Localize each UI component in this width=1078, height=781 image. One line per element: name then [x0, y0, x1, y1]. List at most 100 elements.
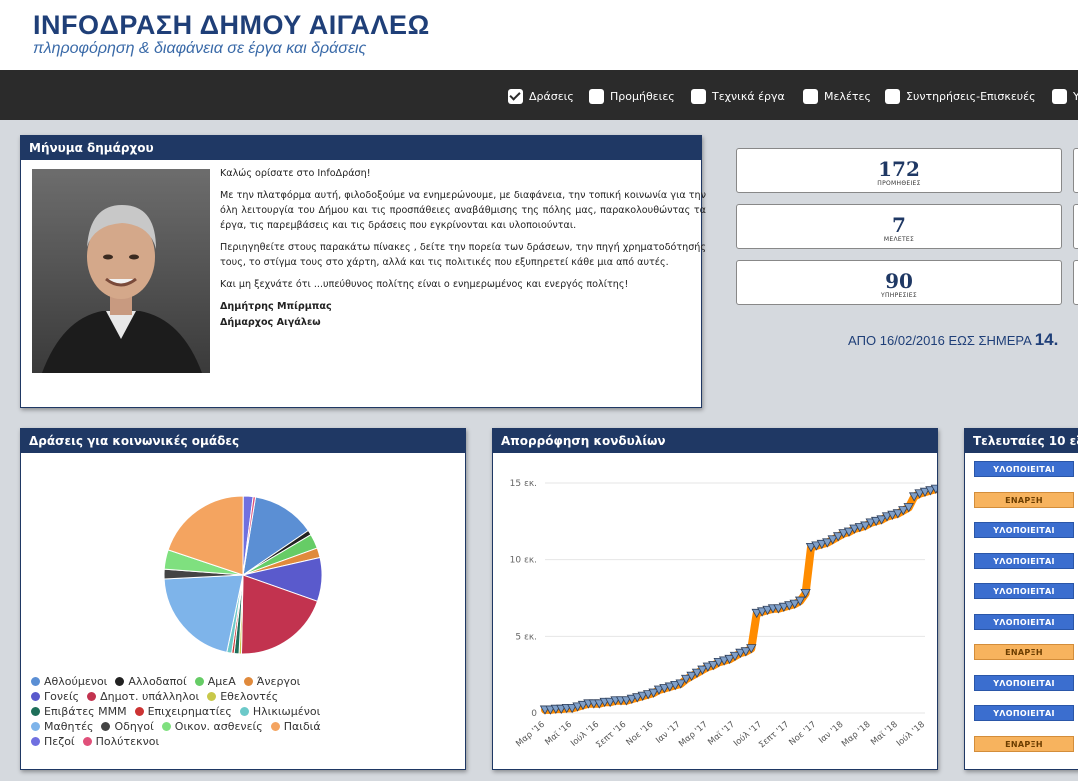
- stat-box-cut[interactable]: [1073, 204, 1078, 249]
- data-point[interactable]: [702, 662, 714, 672]
- legend-item[interactable]: Δημοτ. υπάλληλοι: [87, 690, 199, 703]
- legend-item[interactable]: Οικον. ασθενείς: [161, 720, 263, 733]
- stat-supplies[interactable]: 172 ΠΡΟΜΗΘΕΙΕΣ: [736, 148, 1062, 193]
- data-point[interactable]: [621, 696, 632, 706]
- data-point[interactable]: [811, 541, 822, 551]
- data-point[interactable]: [908, 492, 920, 502]
- data-point[interactable]: [887, 510, 898, 521]
- data-point[interactable]: [691, 668, 703, 678]
- data-point[interactable]: [903, 503, 914, 513]
- legend-item[interactable]: Πεζοί: [31, 735, 75, 748]
- data-point[interactable]: [724, 654, 735, 665]
- data-point[interactable]: [865, 518, 876, 528]
- status-badge[interactable]: ΕΝΑΡΞΗ: [974, 491, 1074, 508]
- checkbox-icon[interactable]: [885, 88, 900, 104]
- legend-item[interactable]: Γονείς: [31, 690, 79, 703]
- data-point[interactable]: [854, 523, 866, 533]
- legend-item[interactable]: Αθλούμενοι: [31, 675, 107, 688]
- filter-supplies[interactable]: Προμήθειες: [589, 88, 675, 104]
- legend-item[interactable]: Εθελοντές: [207, 690, 278, 703]
- data-point[interactable]: [680, 674, 692, 685]
- data-point[interactable]: [659, 684, 670, 694]
- checkbox-icon[interactable]: [1052, 88, 1067, 104]
- data-point[interactable]: [740, 647, 752, 657]
- stat-services[interactable]: 90 ΥΠΗΡΕΣΙΕΣ: [736, 260, 1062, 305]
- data-point[interactable]: [827, 535, 838, 545]
- filter-technical-works[interactable]: Τεχνικά έργα: [691, 88, 785, 104]
- pie-slice-0[interactable]: [242, 496, 309, 577]
- legend-item[interactable]: Μαθητές: [31, 720, 93, 733]
- data-point[interactable]: [735, 648, 746, 659]
- data-point[interactable]: [594, 699, 605, 709]
- data-point[interactable]: [930, 484, 937, 494]
- checkbox-checked-icon[interactable]: [508, 88, 523, 104]
- data-point[interactable]: [762, 605, 773, 616]
- data-point[interactable]: [746, 644, 757, 654]
- stat-box-cut[interactable]: [1073, 148, 1078, 193]
- data-point[interactable]: [860, 521, 871, 531]
- data-point[interactable]: [822, 538, 833, 548]
- legend-item[interactable]: Οδηγοί: [101, 720, 154, 733]
- data-point[interactable]: [838, 529, 849, 539]
- data-point[interactable]: [919, 487, 931, 498]
- pie-slice-15[interactable]: [242, 496, 257, 576]
- data-point[interactable]: [914, 489, 925, 499]
- status-badge[interactable]: ΥΛΟΠΟΙΕΙΤΑΙ: [974, 674, 1074, 691]
- data-point[interactable]: [626, 694, 638, 705]
- data-point[interactable]: [718, 656, 730, 666]
- legend-item[interactable]: Επιβάτες ΜΜΜ: [31, 705, 127, 718]
- filter-actions[interactable]: Δράσεις: [508, 88, 574, 104]
- data-point[interactable]: [642, 690, 654, 700]
- data-point[interactable]: [843, 527, 855, 537]
- data-point[interactable]: [751, 608, 762, 619]
- data-point[interactable]: [648, 688, 659, 698]
- checkbox-icon[interactable]: [803, 88, 818, 104]
- data-point[interactable]: [566, 704, 578, 714]
- data-point[interactable]: [708, 661, 719, 671]
- data-point[interactable]: [876, 515, 887, 525]
- data-point[interactable]: [778, 602, 790, 613]
- data-point[interactable]: [794, 596, 806, 606]
- data-point[interactable]: [637, 691, 648, 701]
- data-point[interactable]: [632, 693, 643, 703]
- data-point[interactable]: [816, 539, 828, 550]
- status-badge[interactable]: ΥΛΟΠΟΙΕΙΤΑΙ: [974, 613, 1074, 630]
- data-point[interactable]: [686, 671, 697, 682]
- filter-services[interactable]: Υ: [1052, 88, 1078, 104]
- filter-maintenance[interactable]: Συντηρήσεις-Επισκευές: [885, 88, 1036, 104]
- filter-studies[interactable]: Μελέτες: [803, 88, 871, 104]
- data-point[interactable]: [892, 509, 904, 519]
- stat-studies[interactable]: 7 ΜΕΛΕΤΕΣ: [736, 204, 1062, 249]
- data-point[interactable]: [784, 601, 795, 611]
- checkbox-icon[interactable]: [691, 88, 706, 104]
- data-point[interactable]: [925, 486, 936, 496]
- data-point[interactable]: [881, 512, 893, 522]
- status-badge[interactable]: ΕΝΑΡΞΗ: [974, 644, 1074, 660]
- legend-item[interactable]: ΑμεΑ: [194, 675, 236, 688]
- data-point[interactable]: [800, 589, 811, 599]
- legend-item[interactable]: Παιδιά: [270, 720, 321, 733]
- legend-item[interactable]: Επιχειρηματίες: [134, 705, 232, 718]
- data-point[interactable]: [789, 599, 800, 609]
- legend-item[interactable]: Αλλοδαποί: [115, 675, 187, 688]
- data-point[interactable]: [849, 524, 860, 534]
- data-point[interactable]: [773, 604, 784, 614]
- data-point[interactable]: [898, 506, 909, 516]
- status-badge[interactable]: ΥΛΟΠΟΙΕΙΤΑΙ: [974, 522, 1074, 538]
- pie-slice-5[interactable]: [240, 574, 319, 655]
- data-point[interactable]: [870, 516, 882, 527]
- data-point[interactable]: [756, 607, 768, 617]
- status-badge[interactable]: ΥΛΟΠΟΙΕΙΤΑΙ: [974, 461, 1074, 477]
- data-point[interactable]: [572, 702, 583, 712]
- data-point[interactable]: [577, 700, 589, 711]
- pie-slice-10[interactable]: [163, 574, 244, 653]
- status-badge[interactable]: ΥΛΟΠΟΙΕΙΤΑΙ: [974, 705, 1074, 721]
- data-point[interactable]: [604, 697, 616, 708]
- site-title[interactable]: INFOΔΡΑΣΗ ΔΗΜΟΥ ΑΙΓΑΛΕΩ: [33, 10, 430, 40]
- pie-slice-13[interactable]: [167, 495, 244, 576]
- legend-item[interactable]: Ηλικιωμένοι: [239, 705, 320, 718]
- data-point[interactable]: [729, 651, 741, 662]
- data-point[interactable]: [664, 682, 676, 692]
- checkbox-icon[interactable]: [589, 88, 604, 104]
- data-point[interactable]: [713, 658, 724, 668]
